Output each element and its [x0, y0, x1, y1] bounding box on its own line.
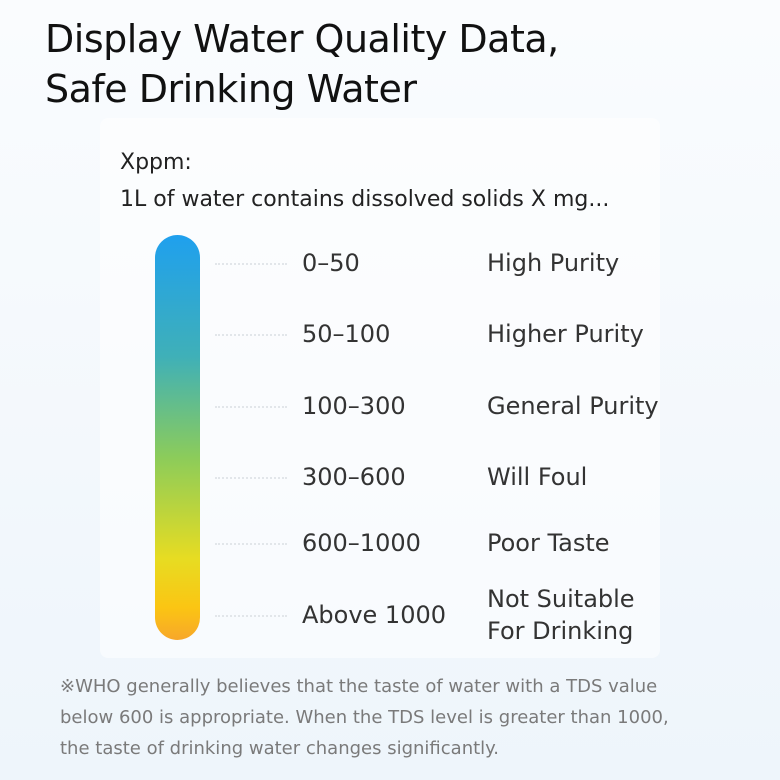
dotted-leader	[215, 615, 287, 617]
range: 600–1000	[302, 529, 421, 557]
range: 50–100	[302, 320, 391, 348]
footnote: ※WHO generally believes that the taste o…	[60, 671, 669, 764]
title-line: Display Water Quality Data,	[45, 17, 559, 61]
range: Above 1000	[302, 601, 447, 629]
purity-label: General Purity	[487, 390, 659, 422]
dotted-leader	[215, 263, 287, 265]
dotted-leader	[215, 334, 287, 336]
dotted-leader	[215, 477, 287, 479]
range: 0–50	[302, 249, 360, 277]
footnote-line: below 600 is appropriate. When the TDS l…	[60, 707, 669, 728]
intro: Xppm: 1L of water contains dissolved soli…	[120, 144, 609, 218]
gradient-bar	[155, 235, 200, 640]
purity-label: High Purity	[487, 247, 619, 279]
range: 100–300	[302, 392, 406, 420]
footnote-line: the taste of drinking water changes sign…	[60, 738, 499, 759]
label-line: Not Suitable	[487, 585, 635, 613]
purity-label: Not Suitable For Drinking	[487, 583, 635, 647]
purity-label: Higher Purity	[487, 318, 644, 350]
dotted-leader	[215, 543, 287, 545]
purity-label: Will Foul	[487, 461, 587, 493]
label-line: Poor Taste	[487, 529, 610, 557]
footnote-line: ※WHO generally believes that the taste o…	[60, 676, 658, 697]
title: Display Water Quality Data, Safe Drinking…	[45, 14, 559, 114]
dotted-leader	[215, 406, 287, 408]
label-line: High Purity	[487, 249, 620, 277]
label-line: General Purity	[487, 392, 659, 420]
range: 300–600	[302, 463, 406, 491]
label-line: For Drinking	[487, 617, 634, 645]
intro-line: Xppm:	[120, 150, 192, 175]
intro-line: 1L of water contains dissolved solids X …	[120, 187, 610, 212]
purity-label: Poor Taste	[487, 527, 610, 559]
label-line: Higher Purity	[487, 320, 644, 348]
title-line: Safe Drinking Water	[45, 67, 417, 111]
label-line: Will Foul	[487, 463, 588, 491]
